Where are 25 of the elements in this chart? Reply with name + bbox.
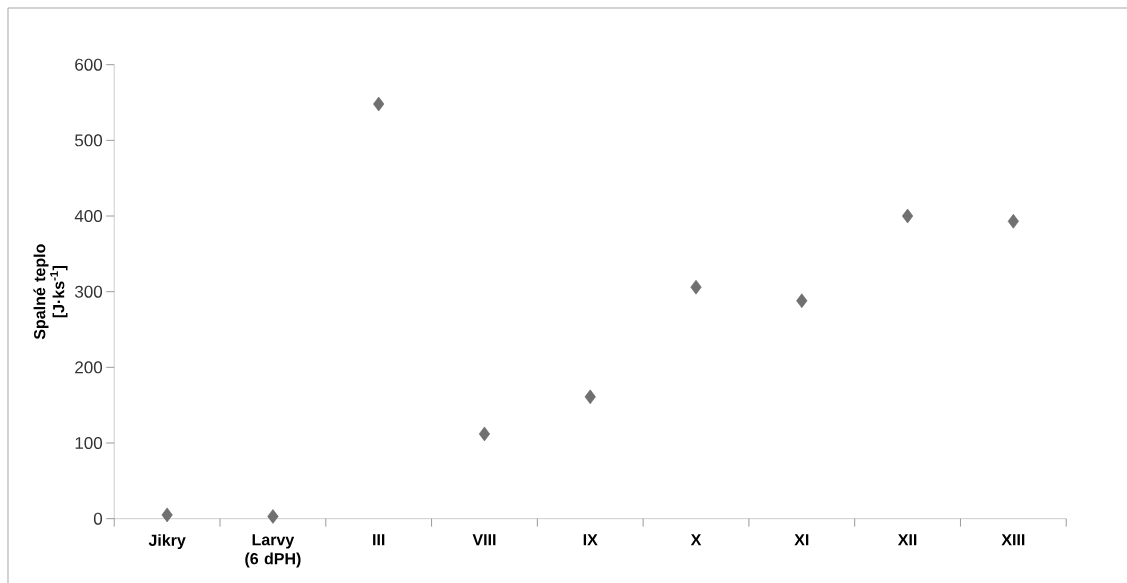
y-tick-label: 300 bbox=[75, 285, 103, 298]
x-tick-label: Jikry bbox=[148, 534, 186, 550]
x-tick-label: X bbox=[690, 534, 702, 546]
point bbox=[584, 389, 596, 405]
point bbox=[902, 208, 914, 224]
x-tick-label: IX bbox=[583, 534, 598, 546]
y-tick-label: 100 bbox=[75, 436, 103, 450]
y-tick-label: 400 bbox=[74, 209, 103, 223]
x-tick-label: XII bbox=[897, 534, 917, 546]
y-tick-label: 200 bbox=[75, 361, 103, 374]
point bbox=[1007, 214, 1019, 229]
y-tick-label: 500 bbox=[75, 134, 103, 147]
y-tick-label: 600 bbox=[75, 58, 103, 71]
x-tick-label: XI bbox=[794, 534, 809, 546]
x-tick-label: VIII bbox=[472, 534, 496, 546]
point bbox=[267, 509, 279, 524]
point bbox=[690, 279, 702, 295]
x-tick-label: XIII bbox=[1001, 534, 1025, 546]
point bbox=[161, 507, 173, 523]
x-tick-label: Larvy (6 dPH) bbox=[245, 534, 301, 568]
y-tick-label: 0 bbox=[93, 512, 103, 525]
x-tick-label: III bbox=[373, 534, 385, 546]
point bbox=[478, 426, 491, 442]
point bbox=[373, 96, 385, 112]
point bbox=[796, 293, 808, 309]
